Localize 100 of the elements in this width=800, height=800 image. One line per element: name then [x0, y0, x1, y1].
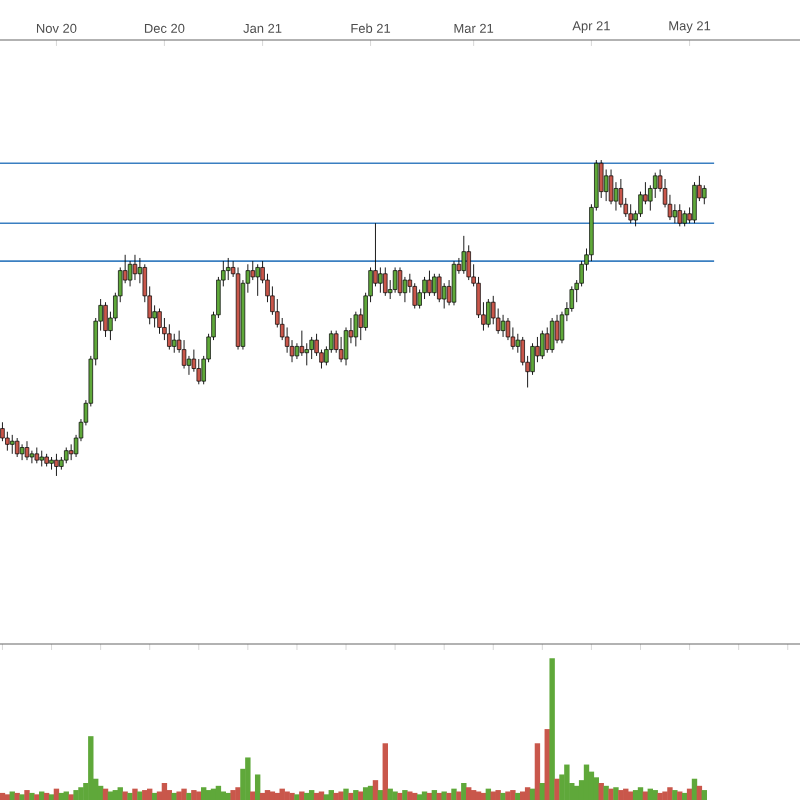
candlestick — [167, 323, 172, 351]
bar — [186, 792, 192, 800]
bar — [475, 791, 482, 800]
bar — [156, 791, 163, 800]
bar — [19, 794, 25, 800]
bar — [107, 791, 114, 800]
bar — [132, 788, 138, 800]
candlestick — [500, 314, 506, 338]
bar — [608, 788, 614, 800]
bar — [0, 792, 6, 800]
candlestick — [427, 270, 432, 297]
bar — [4, 794, 11, 800]
bar — [451, 788, 457, 800]
bar — [191, 790, 197, 800]
bar — [573, 785, 580, 800]
candlestick — [692, 181, 697, 224]
bar — [259, 792, 266, 800]
bar — [549, 658, 555, 800]
bar — [269, 791, 276, 800]
candlestick — [569, 285, 574, 313]
bar — [588, 771, 595, 800]
bar — [161, 782, 168, 800]
candlestick — [412, 282, 417, 309]
candlestick — [486, 298, 491, 328]
bar — [323, 794, 330, 800]
candlestick — [461, 235, 467, 275]
bar — [29, 792, 35, 800]
bar — [500, 792, 506, 800]
candlestick — [432, 273, 437, 297]
candlestick — [14, 437, 20, 458]
bar — [235, 787, 241, 800]
bar — [495, 790, 501, 800]
bar — [196, 791, 202, 800]
bar — [58, 792, 65, 800]
bar — [593, 777, 600, 800]
bar — [667, 787, 673, 800]
bar — [112, 790, 119, 800]
bar — [53, 788, 60, 800]
bar — [97, 785, 104, 800]
candlestick — [677, 203, 682, 227]
bar — [681, 792, 688, 800]
bar — [274, 792, 280, 800]
bar — [215, 785, 222, 800]
candlestick — [24, 440, 30, 461]
bar — [200, 787, 207, 800]
bar — [387, 788, 393, 800]
bar — [382, 743, 388, 800]
bar — [48, 794, 55, 800]
bar — [230, 790, 236, 800]
candlestick — [441, 282, 447, 309]
candlestick — [451, 260, 457, 306]
candlestick — [10, 434, 15, 455]
bar — [362, 787, 369, 800]
bar — [205, 790, 212, 800]
candlestick — [226, 257, 231, 281]
bar — [662, 791, 668, 800]
bar — [78, 787, 84, 800]
candlestick — [353, 311, 359, 347]
bar — [328, 790, 334, 800]
bar — [289, 792, 295, 800]
bar — [343, 788, 349, 800]
bar — [137, 791, 143, 800]
bar — [284, 791, 290, 800]
bar — [647, 788, 654, 800]
candlestick — [132, 254, 138, 281]
bar — [696, 785, 703, 800]
candlestick — [54, 453, 59, 477]
candlestick — [672, 203, 678, 224]
bar — [313, 792, 320, 800]
bar — [534, 743, 541, 800]
candlestick — [103, 301, 108, 338]
bar — [88, 736, 94, 800]
bar — [102, 788, 109, 800]
bar — [166, 790, 173, 800]
bar — [353, 790, 359, 800]
bar — [34, 794, 40, 800]
bar — [672, 790, 678, 800]
bar — [421, 791, 428, 800]
bar — [358, 791, 364, 800]
bar — [254, 774, 261, 800]
bar — [446, 792, 452, 800]
candlestick — [127, 260, 133, 287]
bar — [142, 790, 148, 800]
bar — [39, 791, 45, 800]
candlestick — [299, 330, 305, 357]
bar — [691, 778, 698, 800]
bar — [412, 792, 418, 800]
candlestick — [702, 184, 707, 205]
bar — [407, 791, 413, 800]
bar — [24, 790, 30, 800]
bar — [564, 764, 570, 800]
bar — [372, 780, 379, 800]
bar — [505, 791, 511, 800]
bar — [583, 764, 590, 800]
candlestick — [466, 244, 471, 281]
bar — [657, 792, 663, 800]
bar — [554, 778, 560, 800]
bar — [529, 788, 536, 800]
bar — [397, 792, 403, 800]
bar — [431, 790, 438, 800]
